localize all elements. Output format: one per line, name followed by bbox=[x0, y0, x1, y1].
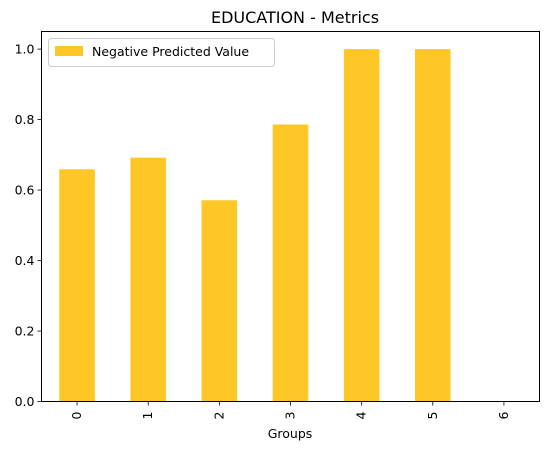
x-axis-ticks: 0 1 2 3 4 5 6 bbox=[69, 401, 511, 420]
x-tick-label-2: 2 bbox=[211, 412, 226, 420]
y-tick-label-0.0: 0.0 bbox=[15, 394, 35, 409]
x-tick-label-6: 6 bbox=[496, 411, 511, 419]
bar-group-3 bbox=[272, 124, 309, 402]
x-tick-label-0: 0 bbox=[69, 411, 84, 419]
legend: Negative Predicted Value bbox=[48, 38, 275, 67]
x-tick-label-3: 3 bbox=[283, 412, 298, 420]
x-axis-label: Groups bbox=[268, 426, 313, 441]
y-tick-label-0.2: 0.2 bbox=[15, 324, 35, 339]
y-tick-label-0.4: 0.4 bbox=[15, 253, 35, 268]
bar-group-2 bbox=[201, 200, 238, 402]
y-axis-ticks: 0.0 0.2 0.4 0.6 0.8 1.0 bbox=[15, 42, 42, 409]
bar-group-1 bbox=[130, 157, 166, 402]
plot-frame bbox=[41, 31, 540, 402]
legend-box bbox=[48, 38, 275, 67]
x-tick-label-4: 4 bbox=[354, 411, 369, 419]
legend-label-negative-predicted-value: Negative Predicted Value bbox=[92, 44, 249, 59]
bar-group-0 bbox=[59, 169, 95, 402]
x-tick-label-5: 5 bbox=[425, 412, 440, 420]
y-tick-label-1.0: 1.0 bbox=[15, 42, 35, 57]
y-tick-label-0.8: 0.8 bbox=[15, 112, 35, 127]
x-tick-label-1: 1 bbox=[140, 412, 155, 420]
chart-title: EDUCATION - Metrics bbox=[211, 8, 379, 27]
bar-group-4 bbox=[343, 49, 380, 402]
bar-group-5 bbox=[415, 49, 451, 402]
y-tick-label-0.6: 0.6 bbox=[15, 183, 35, 198]
bars bbox=[59, 49, 451, 402]
legend-swatch bbox=[55, 46, 83, 56]
